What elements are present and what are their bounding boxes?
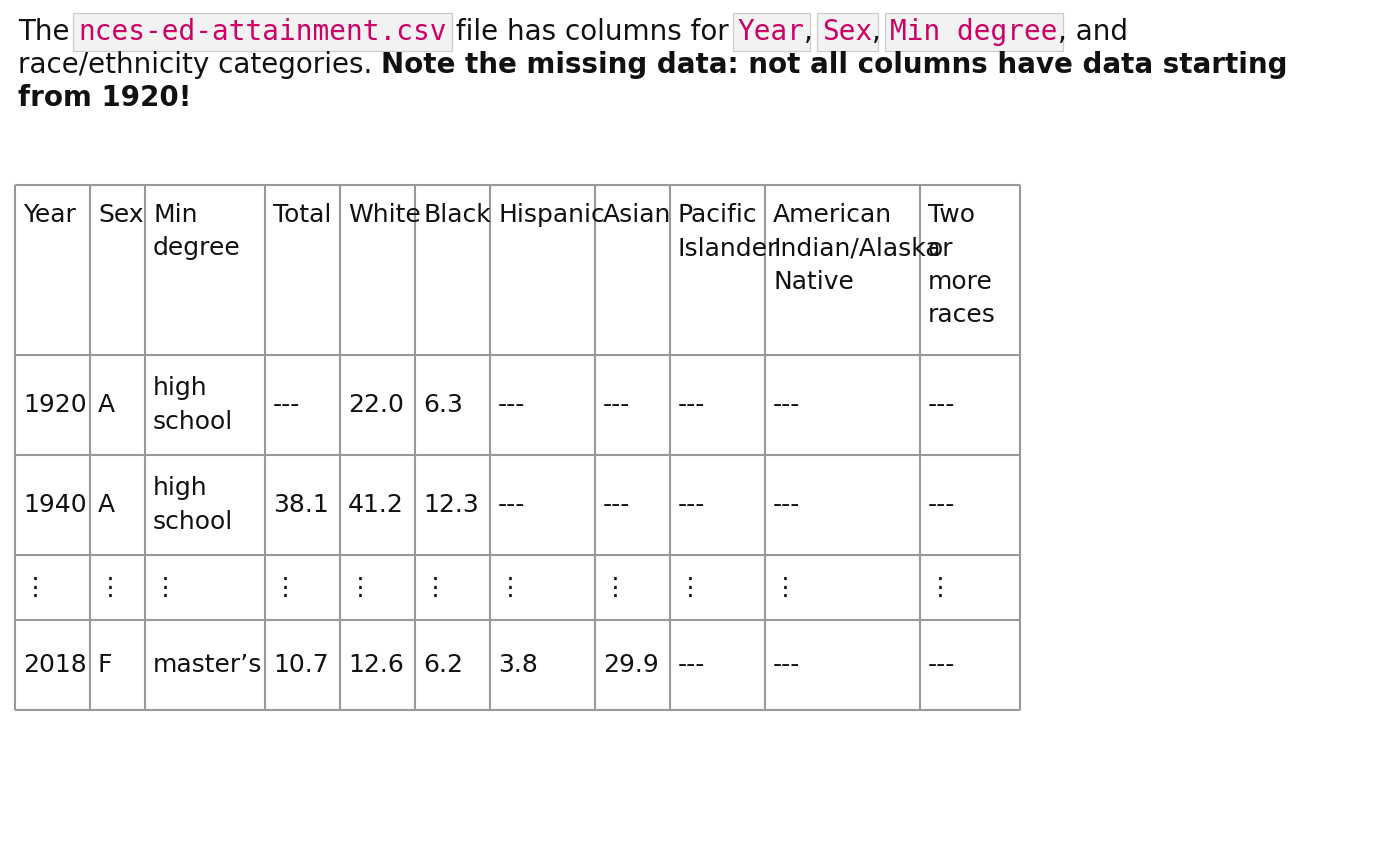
- Text: Hispanic: Hispanic: [498, 203, 604, 227]
- Text: ---: ---: [603, 493, 631, 517]
- Text: Pacific
Islander: Pacific Islander: [678, 203, 778, 261]
- Text: ⋮: ⋮: [153, 575, 178, 600]
- Text: A: A: [97, 493, 116, 517]
- Text: Year: Year: [738, 18, 805, 46]
- Text: ⋮: ⋮: [678, 575, 703, 600]
- Text: ---: ---: [678, 653, 706, 677]
- Text: ---: ---: [678, 393, 706, 417]
- Text: ⋮: ⋮: [273, 575, 298, 600]
- Text: 12.6: 12.6: [348, 653, 404, 677]
- Text: ⋮: ⋮: [498, 575, 523, 600]
- Text: ⋮: ⋮: [603, 575, 628, 600]
- Text: nces-ed-attainment.csv: nces-ed-attainment.csv: [78, 18, 447, 46]
- Text: The: The: [18, 18, 78, 46]
- Text: 22.0: 22.0: [348, 393, 404, 417]
- Text: ---: ---: [773, 653, 800, 677]
- Text: ---: ---: [273, 393, 301, 417]
- Text: ---: ---: [498, 393, 525, 417]
- Text: ,: ,: [873, 18, 891, 46]
- Text: file has columns for: file has columns for: [447, 18, 738, 46]
- Text: Min
degree: Min degree: [153, 203, 241, 261]
- Text: ---: ---: [603, 393, 631, 417]
- Text: 1940: 1940: [24, 493, 86, 517]
- Text: ---: ---: [498, 493, 525, 517]
- Text: 2018: 2018: [24, 653, 86, 677]
- Text: Min degree: Min degree: [891, 18, 1058, 46]
- Text: 29.9: 29.9: [603, 653, 658, 677]
- Text: ---: ---: [928, 393, 955, 417]
- Text: ---: ---: [773, 393, 800, 417]
- Text: ⋮: ⋮: [348, 575, 373, 600]
- Text: 12.3: 12.3: [423, 493, 479, 517]
- Text: A: A: [97, 393, 116, 417]
- Text: Note the missing data: not all columns have data starting: Note the missing data: not all columns h…: [381, 51, 1288, 79]
- Text: ⋮: ⋮: [928, 575, 954, 600]
- Text: F: F: [97, 653, 113, 677]
- Text: ⋮: ⋮: [423, 575, 448, 600]
- Text: high
school: high school: [153, 376, 234, 434]
- Text: ⋮: ⋮: [24, 575, 47, 600]
- Text: Year: Year: [24, 203, 77, 227]
- Text: Black: Black: [423, 203, 491, 227]
- Text: race/ethnicity categories.: race/ethnicity categories.: [18, 51, 381, 79]
- Text: 41.2: 41.2: [348, 493, 404, 517]
- Text: 38.1: 38.1: [273, 493, 329, 517]
- Text: ⋮: ⋮: [773, 575, 798, 600]
- Text: ,: ,: [805, 18, 823, 46]
- Text: 10.7: 10.7: [273, 653, 329, 677]
- Text: master’s: master’s: [153, 653, 262, 677]
- Text: 6.2: 6.2: [423, 653, 464, 677]
- Text: Total: Total: [273, 203, 331, 227]
- Text: , and: , and: [1058, 18, 1128, 46]
- Text: from 1920!: from 1920!: [18, 84, 191, 112]
- Text: 6.3: 6.3: [423, 393, 464, 417]
- Text: ---: ---: [928, 493, 955, 517]
- Text: White: White: [348, 203, 420, 227]
- Text: ⋮: ⋮: [97, 575, 122, 600]
- Text: Asian: Asian: [603, 203, 671, 227]
- Text: American
Indian/Alaska
Native: American Indian/Alaska Native: [773, 203, 941, 294]
- Text: Sex: Sex: [823, 18, 873, 46]
- Text: ---: ---: [773, 493, 800, 517]
- Text: 1920: 1920: [24, 393, 86, 417]
- Text: Sex: Sex: [97, 203, 143, 227]
- Text: ---: ---: [928, 653, 955, 677]
- Text: ---: ---: [678, 493, 706, 517]
- Text: high
school: high school: [153, 476, 234, 534]
- Text: 3.8: 3.8: [498, 653, 537, 677]
- Text: Two
or
more
races: Two or more races: [928, 203, 995, 327]
